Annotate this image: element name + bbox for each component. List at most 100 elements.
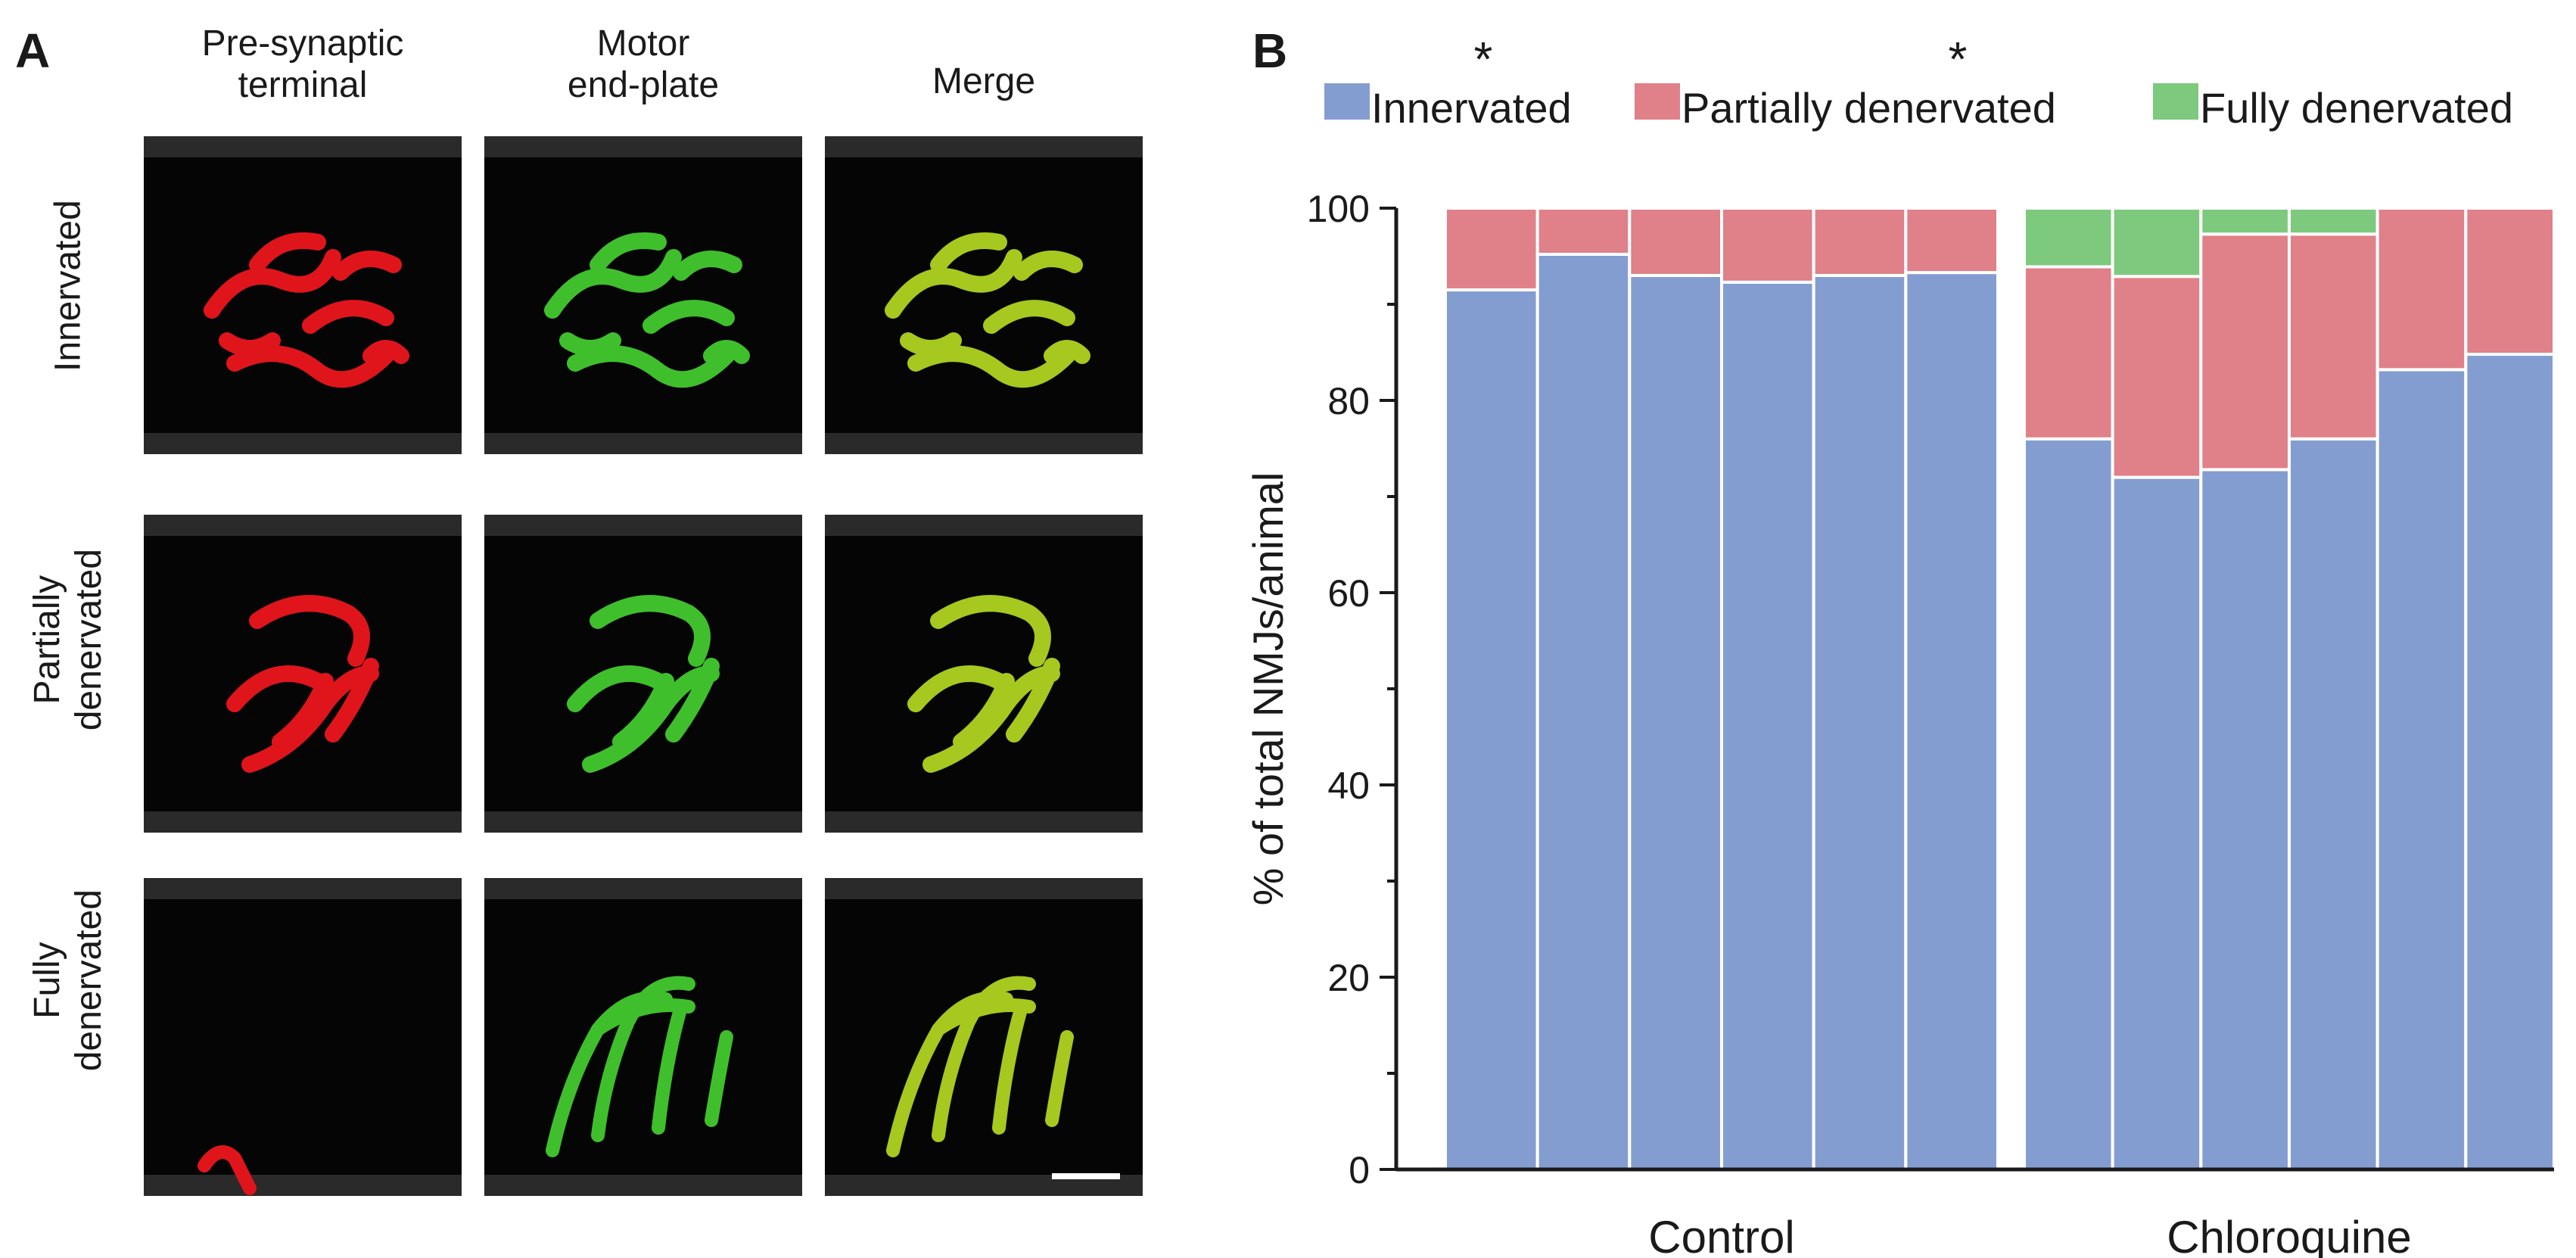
synapse-structure <box>590 595 711 667</box>
y-tick-label: 60 <box>1327 572 1370 615</box>
scale-bar <box>1052 1173 1120 1179</box>
synapse-structure <box>930 232 1007 273</box>
synapse-structure <box>1044 340 1090 364</box>
bar-segment-partially-denervated <box>1444 207 1539 291</box>
micrograph-border <box>484 1175 802 1196</box>
synapse-structure <box>362 340 409 364</box>
column-header-endplate: Motor end-plate <box>567 23 720 106</box>
x-category-label: Control <box>1648 1212 1794 1258</box>
synapse-structure <box>544 249 682 319</box>
micrograph-border <box>484 515 802 536</box>
row-header-fully-denervated: Fully denervated <box>26 889 109 1072</box>
panel-a-letter: A <box>15 23 51 78</box>
row-header-partially-denervated: Partially denervated <box>26 549 109 731</box>
micrograph-partially-denervated-presynaptic <box>144 515 462 833</box>
micrograph-border <box>144 433 462 454</box>
bar-segment-innervated <box>2023 437 2114 1171</box>
bar-segment-partially-denervated <box>1812 207 1908 277</box>
micrograph-border <box>825 433 1143 454</box>
bar-segment-partially-denervated <box>2288 232 2379 441</box>
synapse-structure <box>204 249 341 319</box>
bar-segment-fully-denervated <box>2199 207 2291 236</box>
bar-segment-innervated <box>2199 468 2291 1171</box>
micrograph-border <box>144 811 462 833</box>
legend-swatch <box>2153 83 2198 120</box>
synapse-structure <box>1013 251 1083 281</box>
y-axis-label: % of total NMJs/animal <box>1244 472 1292 906</box>
micrograph-border <box>825 515 1143 536</box>
bar-segment-innervated <box>2111 475 2203 1171</box>
bar-segment-innervated <box>1812 273 1908 1171</box>
synapse-structure <box>612 673 674 750</box>
micrograph-border <box>144 515 462 536</box>
micrograph-innervated-merge <box>825 136 1143 454</box>
synapse-structure <box>900 332 962 357</box>
synapse-structure <box>1006 658 1060 743</box>
micrograph-partially-denervated-merge <box>825 515 1143 833</box>
synapse-structure <box>703 340 750 364</box>
synapse-structure <box>932 998 1036 1036</box>
y-tick-label: 0 <box>1349 1149 1370 1191</box>
column-header-presynaptic: Pre-synaptic terminal <box>201 23 404 106</box>
synapse-structure <box>325 658 379 743</box>
synapse-structure <box>249 232 326 273</box>
micrograph-fully-denervated-presynaptic <box>144 878 462 1196</box>
legend-label: Fully denervated <box>2200 84 2513 132</box>
micrograph-border <box>484 136 802 157</box>
micrograph-border <box>484 878 802 899</box>
synapse-structure <box>332 251 402 281</box>
micrograph-border <box>144 878 462 899</box>
bar-segment-innervated <box>1720 280 1815 1171</box>
bar-segment-innervated <box>1535 252 1632 1172</box>
micrograph-border <box>825 878 1143 899</box>
significance-marker: * <box>1474 32 1493 86</box>
synapse-structure <box>642 300 735 334</box>
micrograph-border <box>144 136 462 157</box>
y-tick-label: 20 <box>1327 957 1370 999</box>
bar-segment-fully-denervated <box>2023 207 2114 269</box>
synapse-structure <box>930 595 1051 667</box>
legend-label: Innervated <box>1371 84 1572 132</box>
micrograph-border <box>144 1175 462 1196</box>
y-tick-label: 100 <box>1307 188 1370 230</box>
column-header-merge: Merge <box>932 61 1036 101</box>
micrograph-fully-denervated-merge <box>825 878 1143 1196</box>
synapse-structure <box>582 665 720 773</box>
bar-segment-partially-denervated <box>2111 275 2203 479</box>
x-category-label: Chloroquine <box>2167 1212 2412 1258</box>
synapse-structure <box>673 251 742 281</box>
micrograph-border <box>484 433 802 454</box>
synapse-structure <box>983 300 1075 334</box>
synapse-structure <box>922 665 1060 773</box>
bar-segment-partially-denervated <box>2375 207 2468 372</box>
bar-segment-fully-denervated <box>2111 207 2203 279</box>
micrograph-innervated-endplate <box>484 136 802 454</box>
significance-marker: * <box>1949 32 1968 86</box>
panel-b-letter: B <box>1252 23 1288 78</box>
bar-segment-partially-denervated <box>2023 265 2114 441</box>
synapse-structure <box>591 998 695 1036</box>
y-tick-label: 40 <box>1327 764 1370 807</box>
synapse-structure <box>705 1030 733 1127</box>
synapse-structure <box>652 1000 688 1135</box>
y-tick-label: 80 <box>1327 380 1370 422</box>
bar-segment-innervated <box>2288 437 2379 1171</box>
synapse-structure <box>1045 1030 1074 1127</box>
bar-segment-partially-denervated <box>1628 207 1723 277</box>
synapse-structure <box>302 300 394 334</box>
bar-segment-innervated <box>2464 353 2556 1171</box>
synapse-structure <box>590 232 667 273</box>
synapse-structure <box>907 665 1007 712</box>
synapse-structure <box>226 665 326 712</box>
micrograph-innervated-presynaptic <box>144 136 462 454</box>
bar-segment-innervated <box>1444 288 1539 1172</box>
legend-swatch <box>1635 83 1680 120</box>
synapse-structure <box>992 1000 1028 1135</box>
synapse-structure <box>219 332 281 357</box>
stacked-bar-chart: Control Chloroquine 0 20 40 60 80 100 % of total… <box>1244 32 2556 1258</box>
legend-label: Partially denervated <box>1682 84 2056 132</box>
bar-segment-partially-denervated <box>1904 207 1999 275</box>
bar-segment-innervated <box>2375 368 2468 1171</box>
micrograph-partially-denervated-endplate <box>484 515 802 833</box>
synapse-structure <box>885 249 1022 319</box>
